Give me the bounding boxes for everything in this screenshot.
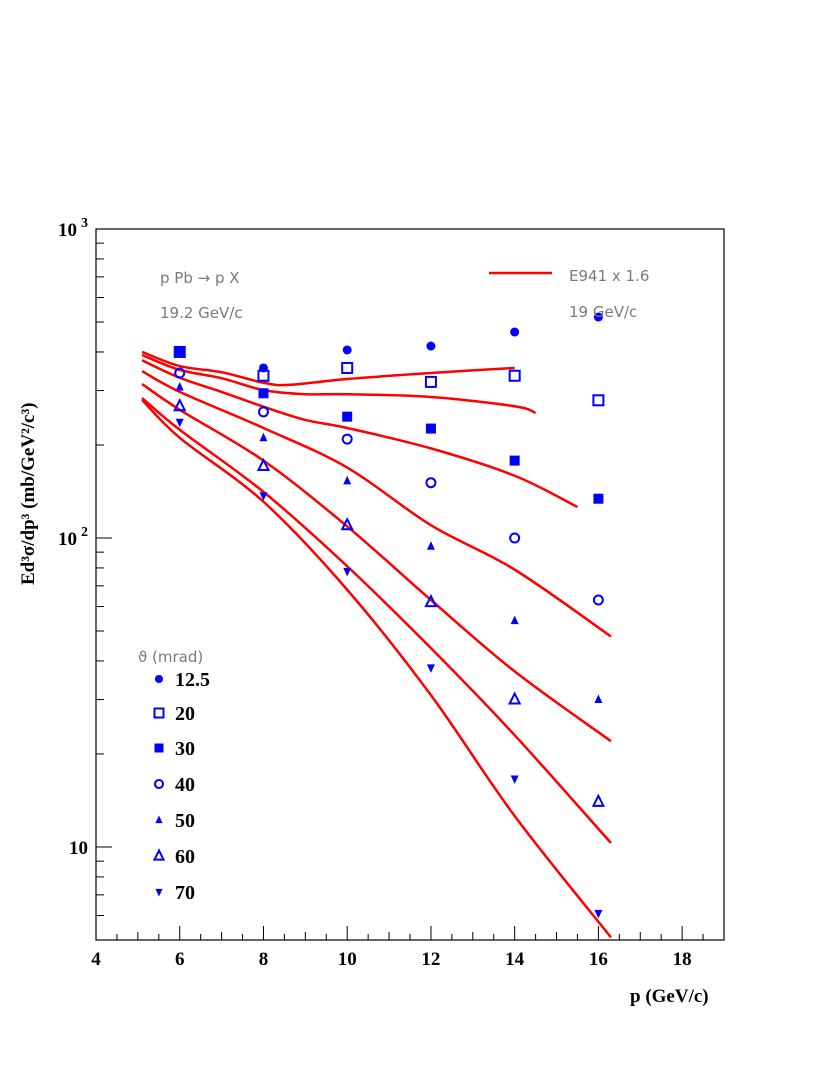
- point-50: [259, 432, 268, 442]
- model-curve-4: [141, 369, 612, 638]
- y-tick-label: 10 3: [58, 216, 88, 241]
- legend-title: ϑ (mrad): [138, 648, 203, 666]
- point-20: [592, 394, 605, 407]
- point-40: [174, 367, 186, 379]
- point-20: [424, 375, 437, 388]
- y-axis-label: Ed³σ/dp³ (mb/GeV²/c³): [18, 403, 39, 586]
- point-20: [257, 369, 270, 382]
- point-30: [425, 423, 436, 434]
- x-axis-label: p (GeV/c): [630, 986, 709, 1007]
- legend-label: 20: [175, 703, 195, 725]
- model-curve-2: [141, 353, 537, 415]
- legend: 12.5 20 30 40 50 60 70: [152, 669, 210, 904]
- point-50: [175, 382, 184, 391]
- x-tick-label: 4: [91, 949, 101, 970]
- point-60: [340, 516, 354, 531]
- legend-marker-50: [155, 815, 163, 824]
- model-curve-7: [141, 398, 612, 939]
- x-tick-label: 10: [338, 949, 357, 970]
- legend-marker-70: [155, 888, 163, 897]
- point-40: [425, 477, 437, 489]
- point-60: [173, 397, 187, 412]
- point-40: [257, 406, 269, 418]
- point-12-5: [342, 345, 352, 355]
- legend-label: 12.5: [175, 669, 210, 691]
- point-70: [510, 775, 519, 784]
- x-tick-label: 12: [421, 949, 440, 970]
- point-70: [175, 418, 184, 428]
- model-curve-5: [141, 382, 612, 743]
- legend-label: 50: [175, 810, 195, 832]
- annotation-beam: 19.2 GeV/c: [160, 304, 243, 322]
- legend-marker-60: [152, 848, 166, 861]
- point-30: [342, 411, 353, 422]
- x-tick-label: 6: [175, 949, 185, 970]
- point-70: [594, 909, 603, 919]
- point-50: [343, 475, 352, 485]
- point-30: [593, 493, 604, 504]
- point-40: [341, 433, 353, 445]
- x-tick-label: 14: [505, 949, 525, 970]
- point-60: [256, 457, 271, 471]
- point-40: [592, 594, 604, 606]
- legend-label: 70: [175, 882, 195, 904]
- legend-label: 40: [175, 774, 195, 796]
- point-30: [509, 455, 520, 466]
- point-60: [591, 793, 606, 807]
- point-50: [426, 541, 435, 550]
- point-20: [341, 361, 354, 374]
- legend-label: 60: [175, 846, 195, 868]
- point-60: [424, 593, 438, 608]
- annotation-reaction: p Pb → p X: [160, 269, 240, 287]
- x-tick-label: 8: [259, 949, 269, 970]
- point-40: [509, 532, 521, 544]
- y-tick-label: 10 2: [58, 525, 88, 550]
- point-30: [174, 346, 185, 357]
- legend-marker-40: [153, 778, 165, 790]
- point-60: [508, 691, 522, 705]
- plot-frame: [95, 228, 725, 941]
- data-points: [173, 312, 606, 919]
- point-12-5: [426, 341, 436, 351]
- point-70: [259, 492, 268, 501]
- y-tick-label: 10: [69, 838, 88, 859]
- point-20: [508, 369, 521, 382]
- point-70: [426, 664, 435, 673]
- model-curves: [141, 350, 612, 939]
- point-12-5: [593, 312, 603, 322]
- model-curve-1: [141, 350, 515, 387]
- legend-label: 30: [175, 738, 195, 760]
- x-tick-label: 16: [589, 949, 608, 970]
- point-30: [258, 388, 269, 399]
- annotation-model-beam: 19 GeV/c: [569, 303, 637, 321]
- model-curve-3: [141, 359, 579, 509]
- model-curve-6: [141, 396, 612, 844]
- legend-marker-30: [154, 743, 164, 753]
- annotation-model-label: E941 x 1.6: [569, 267, 649, 285]
- point-50: [594, 694, 603, 704]
- point-50: [510, 615, 519, 625]
- point-70: [343, 567, 352, 577]
- legend-marker-12-5: [154, 674, 164, 684]
- x-tick-label: 18: [673, 949, 692, 970]
- point-12-5: [510, 327, 520, 337]
- legend-marker-20: [153, 707, 165, 719]
